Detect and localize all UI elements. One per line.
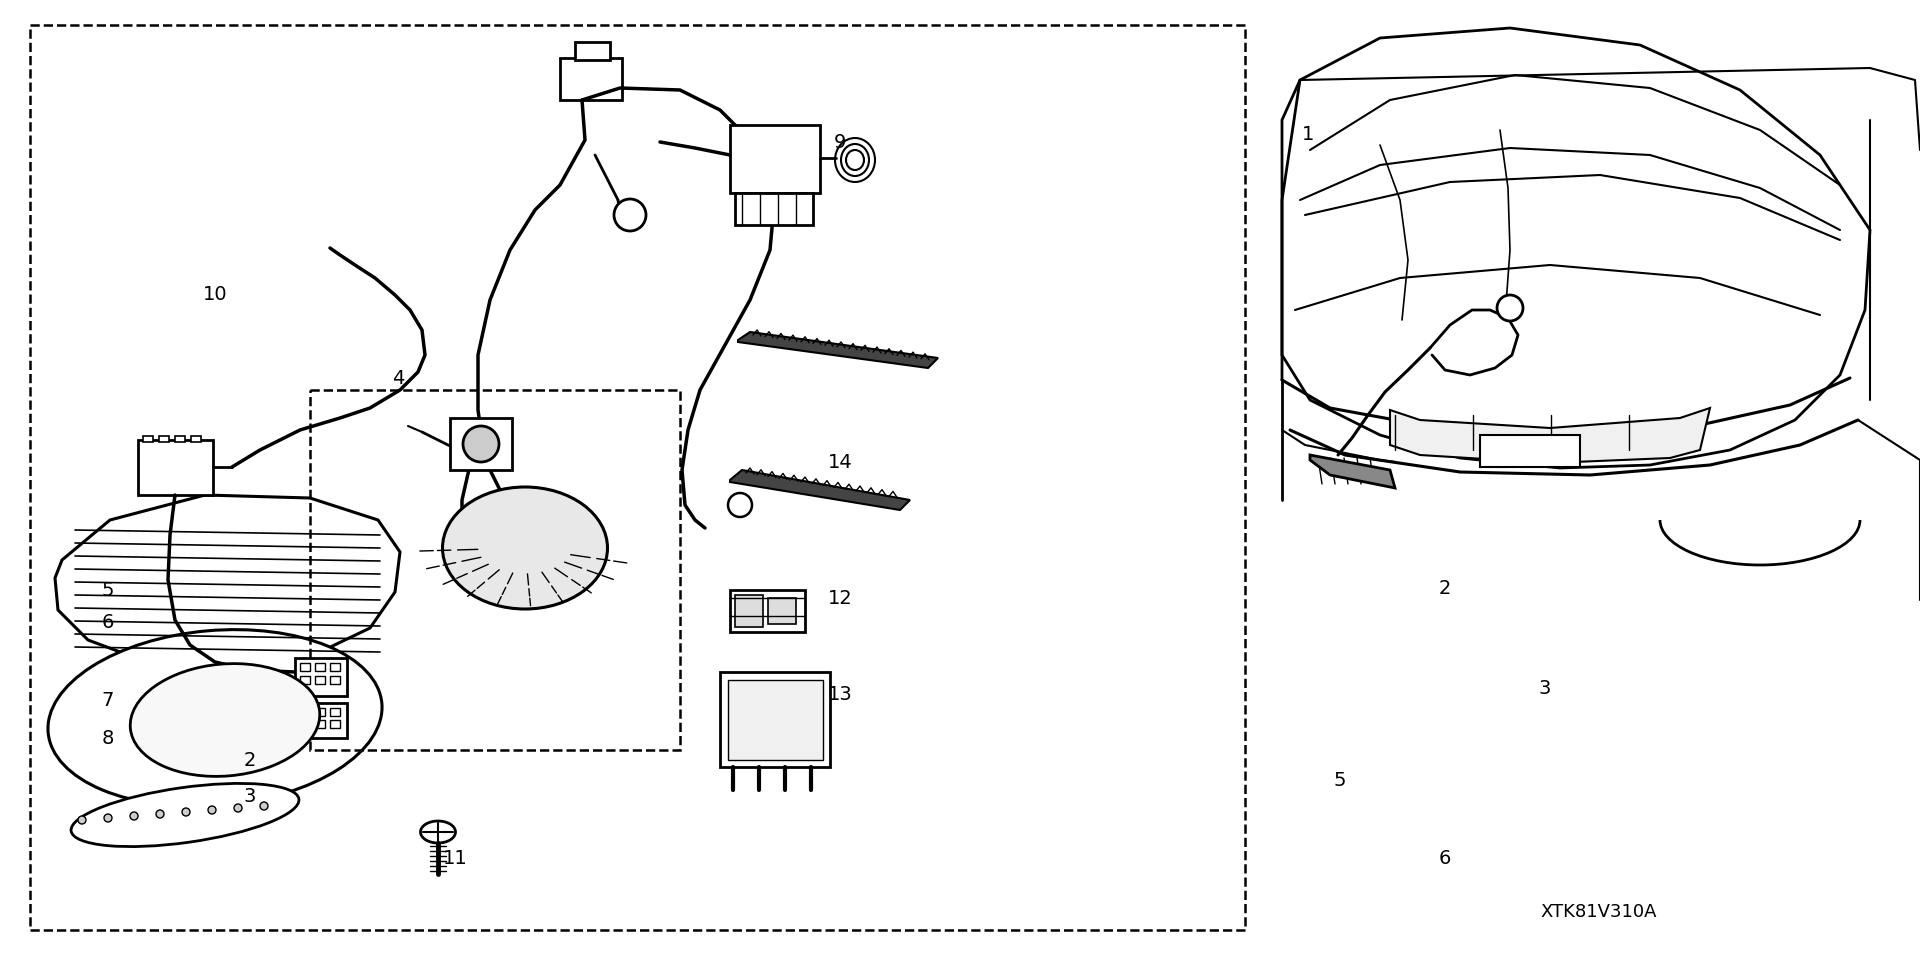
Text: 7: 7 [102,690,113,710]
Polygon shape [56,495,399,668]
Text: 4: 4 [392,368,405,387]
Circle shape [156,810,163,818]
Circle shape [79,816,86,824]
Bar [31,25,1244,930]
Bar [720,672,829,767]
Bar [735,193,812,225]
Circle shape [207,806,215,814]
Bar [296,658,348,696]
Text: 9: 9 [833,132,847,152]
Text: 1: 1 [1302,126,1313,145]
Circle shape [728,493,753,517]
Bar [300,663,309,671]
Text: 11: 11 [444,849,467,868]
Polygon shape [737,332,939,368]
Circle shape [234,804,242,812]
Bar [142,436,154,442]
Bar [574,42,611,60]
Bar [330,708,340,716]
Bar [730,590,804,632]
Text: 13: 13 [828,686,852,705]
Circle shape [104,814,111,822]
Bar [175,436,184,442]
Bar [330,676,340,684]
Bar [330,720,340,728]
Text: 10: 10 [204,286,227,305]
Bar [330,663,340,671]
Text: 3: 3 [1538,679,1551,697]
Circle shape [259,802,269,810]
Text: 14: 14 [828,453,852,472]
Bar [315,663,324,671]
Ellipse shape [420,821,455,843]
Ellipse shape [131,664,321,777]
Polygon shape [1283,28,1870,468]
Bar [768,598,797,624]
Text: 5: 5 [1334,770,1346,789]
Text: XTK81V310A: XTK81V310A [1540,903,1657,921]
Text: 12: 12 [828,589,852,607]
Bar [728,680,824,760]
Bar [159,436,169,442]
Bar [138,440,213,495]
Text: 8: 8 [102,729,113,747]
Ellipse shape [48,630,382,807]
Bar [315,676,324,684]
Text: 5: 5 [102,580,115,599]
Bar [300,708,309,716]
Bar [296,703,348,738]
Bar [190,436,202,442]
Text: 6: 6 [102,613,113,631]
Bar [315,708,324,716]
Circle shape [789,728,810,748]
Bar [300,720,309,728]
Polygon shape [730,470,910,510]
Bar [449,418,513,470]
Circle shape [463,426,499,462]
Bar [315,720,324,728]
Text: 6: 6 [1438,849,1452,868]
Circle shape [1498,295,1523,321]
Polygon shape [1309,455,1396,488]
Circle shape [737,690,758,710]
Circle shape [737,728,758,748]
Text: 3: 3 [244,787,255,807]
Bar [735,595,762,627]
Bar [300,676,309,684]
Circle shape [789,690,810,710]
Ellipse shape [442,487,607,609]
Bar [1480,435,1580,467]
Polygon shape [1390,408,1711,463]
Ellipse shape [71,784,300,847]
Circle shape [182,808,190,816]
Bar [730,125,820,193]
Text: 2: 2 [1438,578,1452,597]
Bar [309,390,680,750]
Text: 2: 2 [244,751,255,769]
Circle shape [131,812,138,820]
Circle shape [614,199,645,231]
Bar [561,58,622,100]
